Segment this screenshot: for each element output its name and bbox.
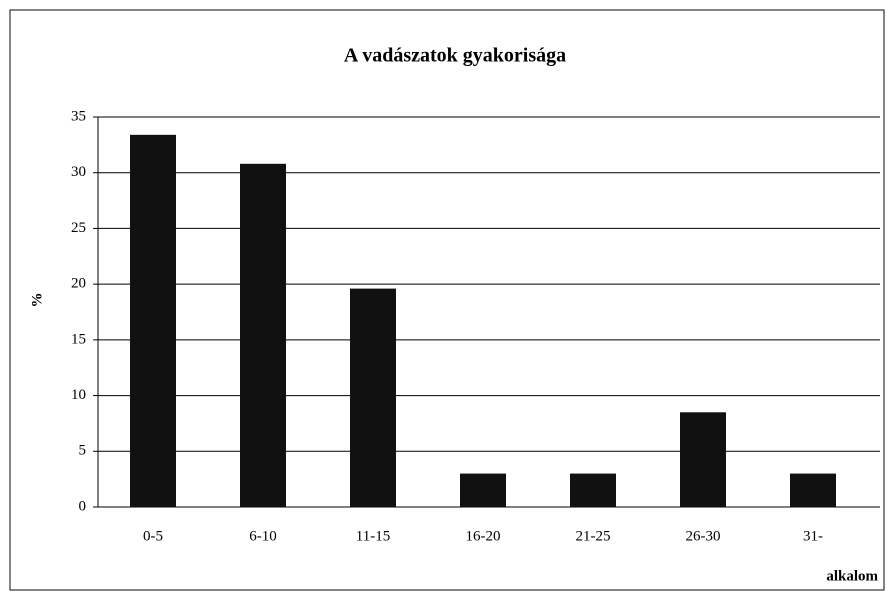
x-tick-label: 16-20 [466, 528, 501, 544]
bar [350, 288, 396, 507]
bar [130, 134, 176, 508]
x-tick-label: 21-25 [576, 528, 611, 544]
y-tick-label: 25 [71, 220, 86, 236]
y-axis-label: % [29, 293, 45, 308]
y-tick-label: 15 [71, 331, 86, 347]
x-tick-label: 11-15 [356, 528, 390, 544]
x-axis-label: alkalom [826, 568, 878, 584]
x-tick-label: 6-10 [249, 528, 277, 544]
y-tick-label: 10 [71, 387, 86, 403]
y-tick-label: 5 [79, 443, 87, 459]
y-tick-label: 30 [71, 164, 86, 180]
bar [790, 473, 836, 507]
x-tick-label: 31- [803, 528, 823, 544]
x-tick-label: 0-5 [143, 528, 163, 544]
y-tick-label: 35 [71, 108, 86, 124]
bar [680, 412, 726, 507]
bar [460, 473, 506, 507]
bar [570, 473, 616, 507]
x-tick-label: 26-30 [686, 528, 721, 544]
chart-title: A vadászatok gyakorisága [344, 45, 566, 67]
y-tick-label: 0 [79, 498, 87, 514]
bar [240, 163, 286, 508]
y-tick-label: 20 [71, 276, 86, 292]
